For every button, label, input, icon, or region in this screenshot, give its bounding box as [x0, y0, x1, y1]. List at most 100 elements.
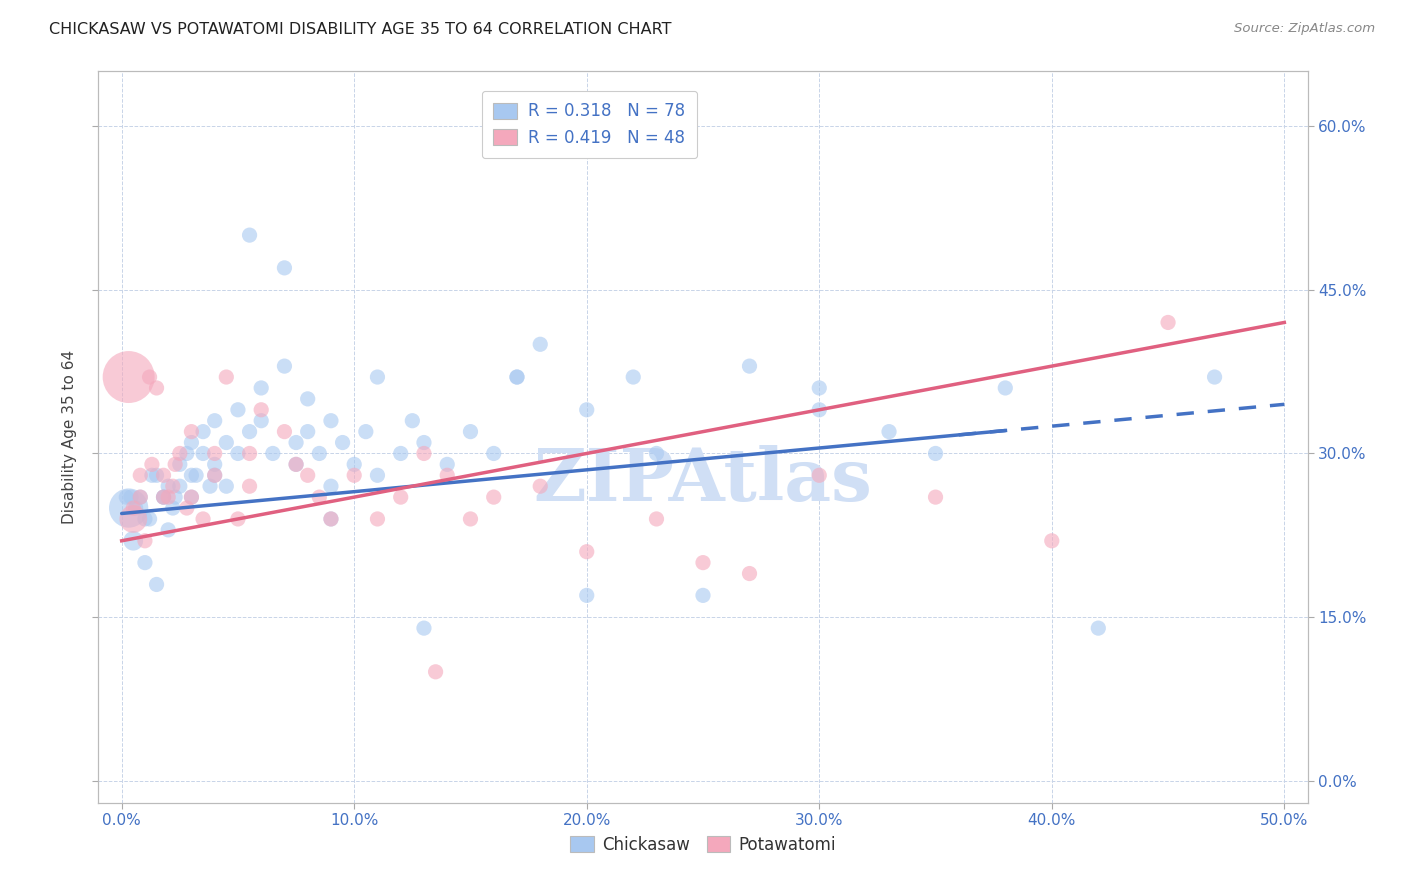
Point [157, 479, 180, 493]
Point [141, 458, 163, 472]
Point [924, 446, 946, 460]
Point [808, 402, 831, 417]
Point [239, 425, 262, 439]
Point [226, 446, 249, 460]
Point [621, 370, 644, 384]
Point [138, 370, 160, 384]
Point [366, 370, 388, 384]
Point [204, 446, 226, 460]
Point [285, 458, 308, 472]
Point [575, 402, 598, 417]
Point [308, 446, 330, 460]
Point [297, 468, 319, 483]
Point [319, 414, 342, 428]
Point [191, 446, 214, 460]
Point [413, 446, 436, 460]
Point [180, 468, 202, 483]
Point [118, 370, 141, 384]
Point [141, 468, 163, 483]
Point [460, 425, 482, 439]
Point [413, 621, 436, 635]
Point [165, 458, 187, 472]
Point [226, 512, 249, 526]
Point [204, 414, 226, 428]
Point [308, 490, 330, 504]
Point [877, 425, 900, 439]
Point [129, 468, 152, 483]
Point [1040, 533, 1063, 548]
Legend: Chickasaw, Potawatomi: Chickasaw, Potawatomi [564, 829, 842, 860]
Point [273, 425, 295, 439]
Point [122, 512, 145, 526]
Point [180, 490, 202, 504]
Point [165, 490, 187, 504]
Point [250, 402, 273, 417]
Point [120, 490, 142, 504]
Point [145, 468, 167, 483]
Point [343, 468, 366, 483]
Point [389, 490, 412, 504]
Point [645, 512, 668, 526]
Point [176, 446, 198, 460]
Point [738, 359, 761, 373]
Point [366, 512, 388, 526]
Point [808, 468, 831, 483]
Point [129, 490, 152, 504]
Point [226, 402, 249, 417]
Point [180, 435, 202, 450]
Point [529, 479, 551, 493]
Point [204, 468, 226, 483]
Point [215, 479, 238, 493]
Point [319, 512, 342, 526]
Y-axis label: Disability Age 35 to 64: Disability Age 35 to 64 [62, 350, 77, 524]
Point [115, 490, 138, 504]
Point [250, 381, 273, 395]
Point [134, 533, 156, 548]
Point [319, 479, 342, 493]
Point [482, 490, 505, 504]
Point [436, 468, 458, 483]
Point [138, 512, 160, 526]
Point [134, 512, 156, 526]
Point [169, 479, 191, 493]
Point [273, 260, 295, 275]
Point [129, 490, 152, 504]
Point [180, 425, 202, 439]
Point [575, 588, 598, 602]
Point [645, 446, 668, 460]
Point [198, 479, 221, 493]
Point [169, 458, 191, 472]
Point [157, 523, 180, 537]
Point [204, 458, 226, 472]
Point [425, 665, 447, 679]
Point [152, 468, 174, 483]
Point [529, 337, 551, 351]
Point [176, 501, 198, 516]
Point [924, 490, 946, 504]
Point [239, 479, 262, 493]
Point [122, 501, 145, 516]
Point [285, 435, 308, 450]
Point [134, 556, 156, 570]
Point [297, 392, 319, 406]
Point [366, 468, 388, 483]
Point [343, 458, 366, 472]
Point [204, 468, 226, 483]
Point [692, 588, 714, 602]
Point [152, 490, 174, 504]
Point [319, 512, 342, 526]
Point [145, 577, 167, 591]
Text: Source: ZipAtlas.com: Source: ZipAtlas.com [1234, 22, 1375, 36]
Text: CHICKASAW VS POTAWATOMI DISABILITY AGE 35 TO 64 CORRELATION CHART: CHICKASAW VS POTAWATOMI DISABILITY AGE 3… [49, 22, 672, 37]
Point [145, 381, 167, 395]
Point [162, 501, 184, 516]
Point [180, 490, 202, 504]
Point [169, 446, 191, 460]
Point [692, 556, 714, 570]
Point [460, 512, 482, 526]
Point [575, 545, 598, 559]
Point [332, 435, 354, 450]
Point [215, 370, 238, 384]
Point [152, 490, 174, 504]
Point [250, 414, 273, 428]
